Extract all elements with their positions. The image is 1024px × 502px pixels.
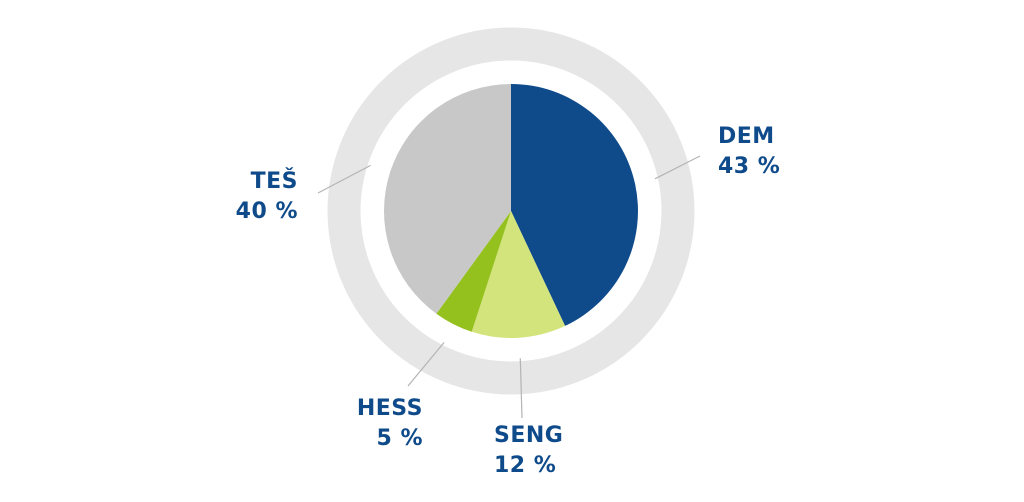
label-tes: TEŠ 40 % xyxy=(218,167,298,227)
label-tes-name: TEŠ xyxy=(250,169,298,194)
label-tes-value: 40 % xyxy=(235,199,298,224)
outer-ring xyxy=(327,27,695,395)
slice-dem xyxy=(511,84,638,326)
label-hess-name: HESS xyxy=(356,396,423,421)
leader-line-hess xyxy=(407,342,445,387)
slice-tes xyxy=(383,84,511,314)
leader-line-dem xyxy=(654,155,701,180)
label-hess: HESS 5 % xyxy=(335,394,423,454)
label-dem-value: 43 % xyxy=(718,154,781,179)
label-dem-name: DEM xyxy=(718,124,775,149)
label-seng-name: SENG xyxy=(494,423,564,448)
slice-seng xyxy=(471,211,566,338)
slice-hess xyxy=(436,211,511,332)
label-hess-value: 5 % xyxy=(376,426,423,451)
label-dem: DEM 43 % xyxy=(718,122,780,182)
leader-line-tes xyxy=(317,164,371,194)
leader-line-seng xyxy=(519,358,523,419)
label-seng: SENG 12 % xyxy=(494,421,563,481)
label-seng-value: 12 % xyxy=(494,453,557,478)
